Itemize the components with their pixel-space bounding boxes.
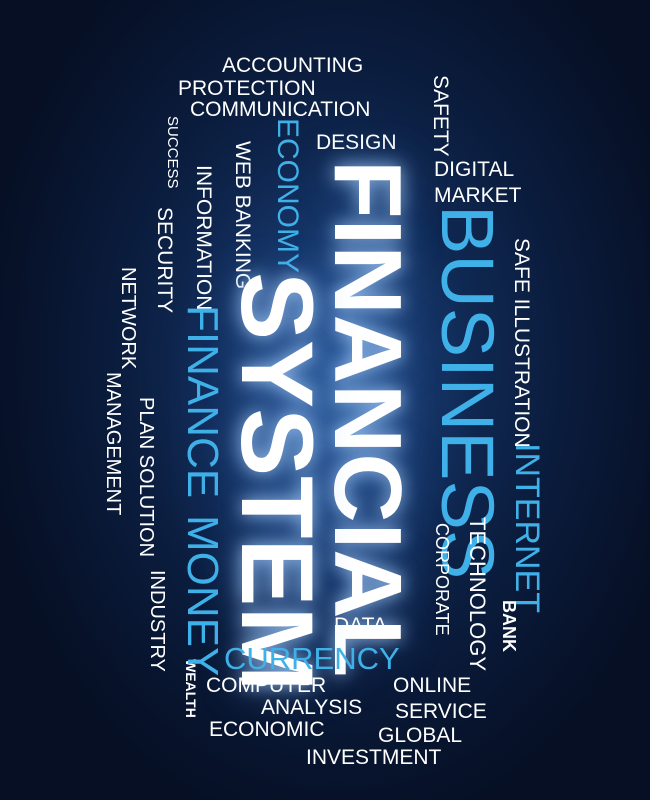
word-web-banking: WEB BANKING: [231, 141, 254, 290]
word-computer: COMPUTER: [206, 674, 327, 697]
word-internet: INTERNET: [508, 443, 546, 613]
word-analysis: ANALYSIS: [261, 696, 363, 719]
word-finance: FINANCE: [178, 305, 227, 499]
word-safe-illustration: SAFE ILLUSTRATION: [510, 238, 533, 448]
word-market: MARKET: [434, 184, 522, 207]
word-digital: DIGITAL: [434, 158, 515, 181]
word-industry: INDUSTRY: [146, 570, 168, 672]
word-design: DESIGN: [316, 131, 397, 154]
word-system: SYSTEM: [220, 272, 334, 692]
word-global: GLOBAL: [378, 724, 463, 747]
word-plan-solution: PLAN SOLUTION: [135, 397, 157, 558]
word-data: DATA: [334, 614, 387, 637]
word-protection: PROTECTION: [178, 77, 316, 100]
word-information: INFORMATION: [192, 165, 215, 311]
word-network: NETWORK: [117, 267, 139, 370]
word-investment: INVESTMENT: [306, 746, 442, 769]
word-security: SECURITY: [153, 207, 176, 314]
word-accounting: ACCOUNTING: [222, 54, 364, 77]
word-service: SERVICE: [395, 700, 487, 723]
word-corporate: CORPORATE: [432, 523, 452, 636]
word-currency: CURRENCY: [224, 641, 400, 676]
word-money: MONEY: [178, 515, 227, 677]
word-bank: BANK: [499, 600, 519, 652]
word-online: ONLINE: [393, 674, 472, 697]
word-communication: COMMUNICATION: [190, 98, 371, 121]
word-success: SUCCESS: [164, 116, 181, 189]
word-safety: SAFETY: [429, 75, 452, 157]
word-economic: ECONOMIC: [209, 718, 325, 741]
word-technology: TECHNOLOGY: [465, 517, 490, 672]
word-management: MANAGEMENT: [102, 372, 124, 516]
word-economy: ECONOMY: [271, 118, 304, 274]
